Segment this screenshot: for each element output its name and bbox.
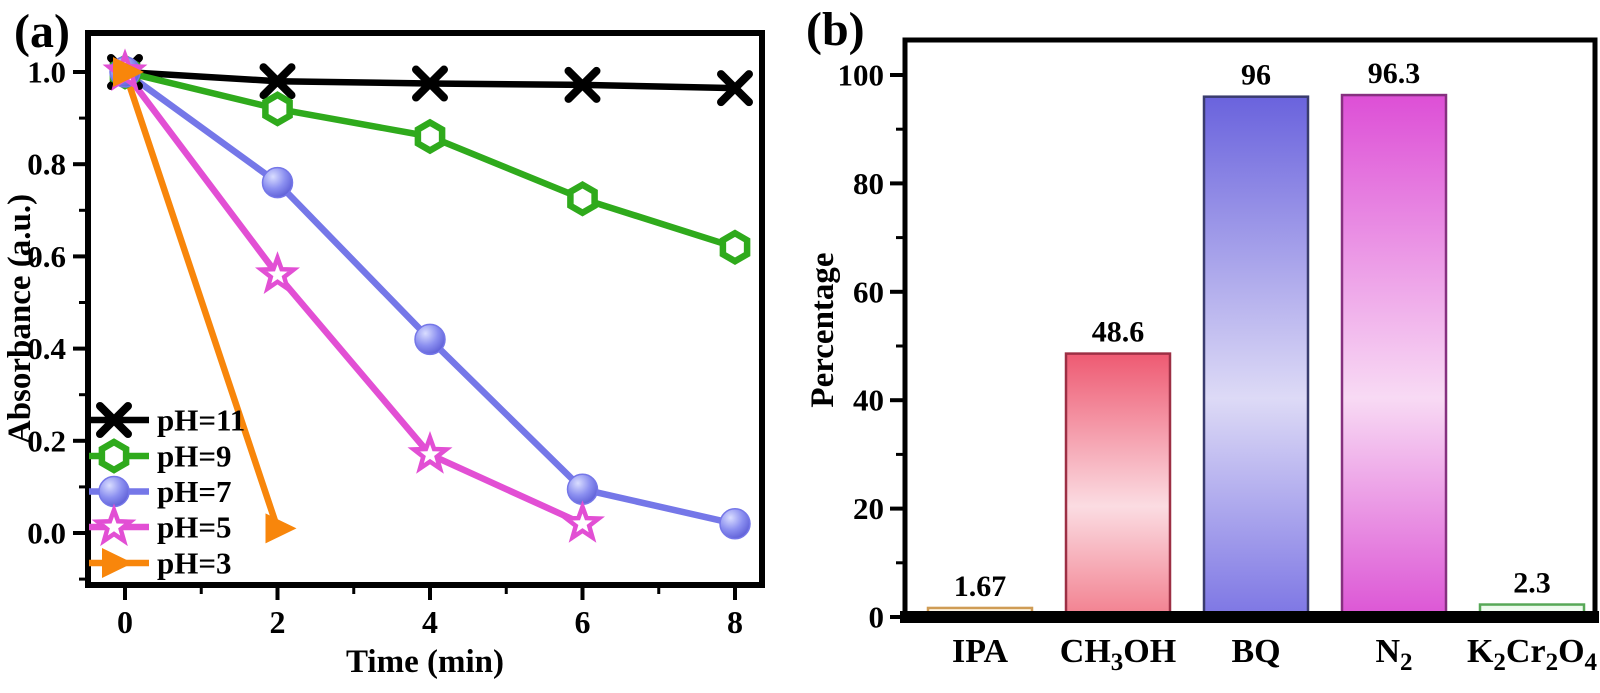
marker-sphere — [414, 323, 446, 356]
y-axis-title: Percentage — [805, 252, 841, 407]
y-axis-tick-label: 0.6 — [27, 239, 66, 274]
x-axis-tick-label: 0 — [117, 604, 133, 640]
marker-x — [564, 66, 601, 103]
marker-hexagon — [262, 91, 293, 127]
legend-label: pH=11 — [157, 403, 245, 438]
y-axis-tick-label: 100 — [838, 58, 885, 93]
bar-N2 — [1340, 93, 1448, 619]
bar-category-label: K2Cr2O4 — [1467, 633, 1598, 676]
marker-x — [259, 63, 296, 100]
y-axis-tick-label: 0.0 — [27, 516, 66, 551]
legend-entry-pH=7: pH=7 — [89, 474, 232, 509]
y-axis-tick-label: 80 — [853, 166, 884, 201]
legend-label: pH=3 — [157, 546, 232, 581]
marker-star — [407, 430, 453, 474]
bar-BQ — [1202, 95, 1310, 619]
marker-hexagon — [719, 229, 751, 265]
panel-a-chart: 0.0 0.2 0.4 0.6 0.8 1.0 0 2 4 6 8 Time (min) Absorba… — [2, 30, 765, 680]
line-series-pH=5 — [121, 68, 586, 528]
markers-pH=11 — [107, 54, 753, 107]
marker-x — [96, 402, 132, 438]
legend-label: pH=5 — [157, 510, 232, 545]
y-axis-tick-label: 1.0 — [27, 55, 66, 90]
legend-label: pH=9 — [157, 439, 232, 474]
marker-sphere — [566, 473, 599, 505]
y-axis-tick-label: 0.8 — [27, 147, 66, 182]
marker-x — [412, 65, 448, 102]
markers-pH=3 — [113, 57, 297, 544]
x-axis-tick-label: 8 — [727, 604, 743, 640]
y-axis-tick-label: 0.2 — [27, 423, 66, 458]
line-series-pH=3 — [121, 68, 281, 532]
bar-category-label: BQ — [1231, 633, 1280, 670]
marker-star — [255, 251, 300, 294]
marker-triangle-right — [102, 548, 133, 578]
y-axis-tick-label: 60 — [853, 274, 884, 309]
legend-label: pH=7 — [157, 474, 232, 509]
legend-entry-pH=11: pH=11 — [89, 402, 245, 438]
bar-value-label: 96.3 — [1368, 57, 1421, 90]
bar-value-label: 48.6 — [1092, 316, 1145, 349]
marker-hexagon — [567, 181, 598, 217]
marker-sphere — [98, 475, 130, 508]
x-axis-title: Time (min) — [346, 644, 504, 680]
marker-hexagon — [414, 118, 446, 155]
marker-hexagon — [98, 438, 130, 474]
x-axis-tick-label: 6 — [575, 604, 591, 640]
bar-category-label: IPA — [952, 633, 1008, 670]
marker-sphere — [261, 166, 294, 199]
bar-value-label: 2.3 — [1513, 567, 1551, 600]
y-axis-tick-label: 0.4 — [27, 331, 66, 366]
marker-triangle-right — [113, 57, 144, 87]
y-axis-title: Absorbance (a.u.) — [2, 194, 38, 444]
bar-value-label: 96 — [1241, 59, 1271, 92]
bar-category-label: N2 — [1375, 633, 1412, 676]
marker-star — [560, 500, 605, 543]
y-axis-tick-label: 40 — [853, 383, 884, 418]
bar-CH3OH — [1064, 352, 1172, 619]
marker-star — [91, 503, 137, 547]
marker-sphere — [719, 508, 751, 540]
bar-value-label: 1.67 — [954, 570, 1007, 603]
line-series-pH=9 — [121, 68, 739, 251]
x-axis-tick-label: 4 — [422, 604, 438, 640]
marker-x — [717, 70, 753, 107]
panel-b-letter: (b) — [806, 3, 865, 56]
panel-a-letter: (a) — [14, 5, 70, 58]
panel-a-frame — [85, 30, 765, 588]
y-axis-tick-label: 20 — [853, 491, 884, 526]
legend-entry-pH=3: pH=3 — [89, 546, 232, 581]
legend-entry-pH=9: pH=9 — [89, 438, 232, 474]
y-axis-tick-label: 0 — [869, 600, 885, 635]
panel-b-chart: 1.67 IPA 48.6 CH3OH 96 BQ 96.3 N2 2.3 K2Cr2O4 0 20 4… — [805, 37, 1599, 676]
x-axis-tick-label: 2 — [270, 604, 286, 640]
bar-category-label: CH3OH — [1060, 633, 1176, 676]
legend-entry-pH=5: pH=5 — [89, 503, 232, 547]
marker-triangle-right — [265, 513, 297, 544]
